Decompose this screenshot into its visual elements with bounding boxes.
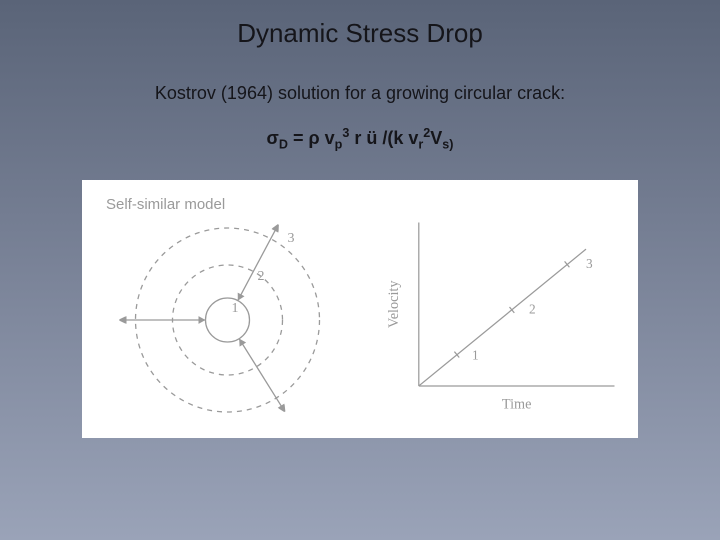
svg-text:Velocity: Velocity [386, 279, 402, 327]
left-panel-label: Self-similar model [106, 196, 225, 213]
svg-text:1: 1 [232, 301, 239, 316]
svg-text:2: 2 [529, 301, 536, 316]
figure-box: Self-similar model 1 2 3 1 2 3 Time Velocity [82, 180, 638, 438]
slide-title: Dynamic Stress Drop [237, 18, 483, 49]
figure-panels: Self-similar model 1 2 3 1 2 3 Time Velocity [96, 190, 624, 428]
svg-text:3: 3 [288, 231, 295, 246]
slide-subtitle: Kostrov (1964) solution for a growing ci… [155, 83, 565, 104]
velocity-time-plot: 1 2 3 Time Velocity [377, 190, 624, 428]
svg-text:Time: Time [502, 396, 532, 412]
svg-text:3: 3 [586, 256, 593, 271]
svg-text:1: 1 [472, 347, 479, 362]
svg-text:2: 2 [258, 269, 265, 284]
self-similar-panel: Self-similar model 1 2 3 [96, 190, 369, 428]
slide: Dynamic Stress Drop Kostrov (1964) solut… [0, 0, 720, 540]
velocity-time-panel: 1 2 3 Time Velocity [377, 190, 624, 428]
formula: σD = ρ vp3 r ü /(k vr2Vs) [267, 126, 454, 152]
self-similar-diagram: 1 2 3 [96, 190, 369, 428]
